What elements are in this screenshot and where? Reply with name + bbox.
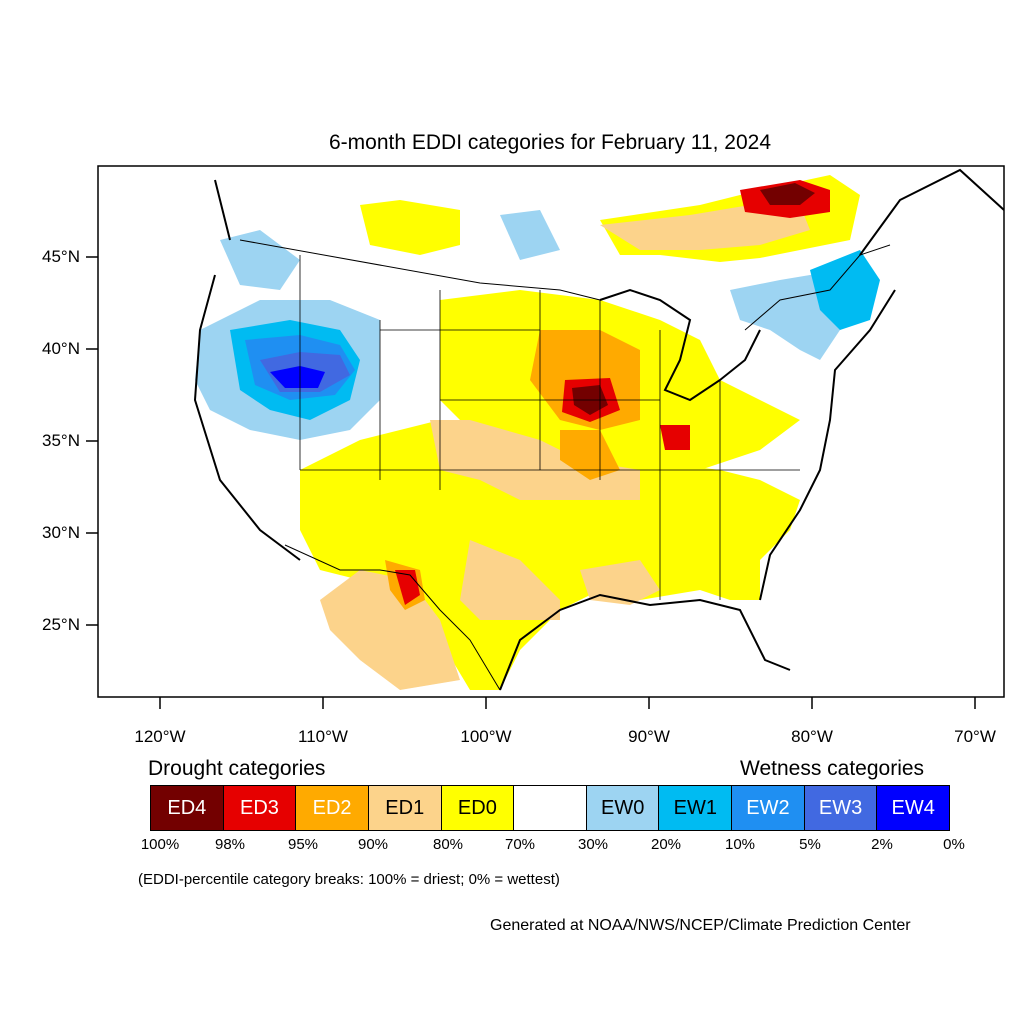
ew0-region-northwest	[220, 230, 300, 290]
ed2-region-kansas	[560, 430, 620, 480]
us-mexico-border	[284, 544, 501, 691]
lon-label-100: 100°W	[460, 727, 512, 746]
break-label: 10%	[724, 836, 756, 853]
canada-coast	[214, 168, 1004, 256]
lat-label-40: 40°N	[42, 339, 80, 358]
lon-label-110: 110°W	[298, 727, 348, 746]
drought-categories-heading: Drought categories	[148, 757, 326, 780]
legend-swatch-ed3: ED3	[223, 786, 297, 830]
legend-swatch-ed0: ED0	[441, 786, 515, 830]
ed1-region-texas	[460, 540, 560, 620]
break-label: 70%	[504, 836, 536, 853]
break-label: 2%	[871, 836, 893, 853]
axis-ticks	[86, 256, 976, 709]
break-label: 95%	[287, 836, 319, 853]
lon-label-80: 80°W	[791, 727, 833, 746]
break-label: 100%	[140, 836, 180, 853]
east-coast	[759, 289, 896, 601]
legend-swatch-ew0: EW0	[586, 786, 660, 830]
break-label: 80%	[432, 836, 464, 853]
map-title: 6-month EDDI categories for February 11,…	[329, 131, 771, 154]
break-label: 5%	[799, 836, 821, 853]
west-coast	[193, 274, 301, 561]
break-label: 90%	[357, 836, 389, 853]
ed0-region-south	[300, 420, 800, 690]
gulf-coast	[499, 593, 791, 691]
legend-swatch-ed1: ED1	[368, 786, 442, 830]
break-label: 98%	[214, 836, 246, 853]
lat-label-25: 25°N	[42, 615, 80, 634]
eddi-map	[86, 165, 1005, 709]
break-label: 20%	[650, 836, 682, 853]
category-breaks-note: (EDDI-percentile category breaks: 100% =…	[138, 871, 560, 888]
legend-color-bar: ED4 ED3 ED2 ED1 ED0 EW0 EW1 EW2 EW3 EW4	[150, 785, 950, 831]
lat-label-30: 30°N	[42, 523, 80, 542]
lat-label-35: 35°N	[42, 431, 80, 450]
legend-swatch-ew1: EW1	[659, 786, 733, 830]
legend-swatch-neutral	[514, 786, 587, 830]
ed1-region-north-lakes	[600, 205, 810, 250]
lat-label-45: 45°N	[42, 247, 80, 266]
ew4-region-utah	[270, 366, 325, 388]
legend-swatch-ew4: EW4	[877, 786, 950, 830]
lon-label-90: 90°W	[628, 727, 670, 746]
ed1-region-louisiana	[580, 560, 660, 605]
break-label: 0%	[943, 836, 965, 853]
ew0-region-lake-superior	[500, 210, 560, 260]
legend-swatch-ew3: EW3	[804, 786, 878, 830]
ed0-region-north	[360, 200, 460, 255]
us-canada-border	[239, 239, 891, 331]
ed3-region-illinois	[660, 425, 690, 450]
lon-label-120: 120°W	[134, 727, 186, 746]
wetness-categories-heading: Wetness categories	[740, 757, 925, 780]
great-lakes	[599, 288, 761, 402]
legend-swatch-ew2: EW2	[732, 786, 805, 830]
lon-label-70: 70°W	[954, 727, 996, 746]
ed1-region-plains	[430, 420, 640, 500]
credit-line: Generated at NOAA/NWS/NCEP/Climate Predi…	[490, 917, 911, 934]
legend-swatch-ed4: ED4	[151, 786, 224, 830]
ed4-region-ontario	[760, 183, 815, 205]
map-frame	[97, 165, 1005, 698]
legend-swatch-ed2: ED2	[296, 786, 369, 830]
break-label: 30%	[577, 836, 609, 853]
state-lines	[299, 255, 800, 600]
ew1-region-new-england	[810, 250, 880, 330]
